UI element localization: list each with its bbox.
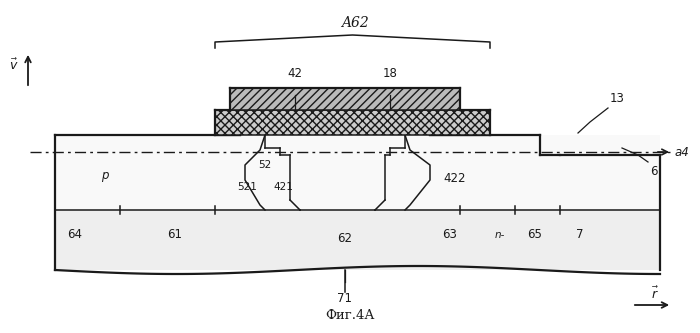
Text: $\vec{r}$: $\vec{r}$ [651, 286, 659, 302]
Text: 63: 63 [442, 228, 457, 241]
Text: 52: 52 [258, 160, 272, 170]
Text: 61: 61 [167, 228, 183, 241]
Text: 6: 6 [650, 165, 657, 178]
Bar [230, 88, 460, 110]
Text: 42: 42 [288, 67, 302, 80]
Text: n-: n- [495, 230, 505, 240]
Text: a4: a4 [675, 146, 690, 159]
Text: $\vec{v}$: $\vec{v}$ [9, 57, 19, 73]
Text: 421: 421 [273, 182, 293, 192]
Text: 64: 64 [67, 228, 83, 241]
Text: 65: 65 [528, 228, 542, 241]
Text: 521: 521 [237, 182, 257, 192]
Text: Фиг.4А: Фиг.4А [326, 309, 374, 322]
Text: 422: 422 [444, 171, 466, 184]
Polygon shape [55, 210, 660, 270]
Bar [215, 110, 490, 135]
Text: 18: 18 [383, 67, 398, 80]
Text: 62: 62 [337, 231, 353, 244]
Text: p: p [102, 168, 108, 181]
Text: 7: 7 [576, 228, 584, 241]
Text: 13: 13 [610, 92, 625, 105]
Text: A62: A62 [341, 16, 369, 30]
Text: 71: 71 [337, 292, 353, 305]
Polygon shape [55, 135, 660, 270]
